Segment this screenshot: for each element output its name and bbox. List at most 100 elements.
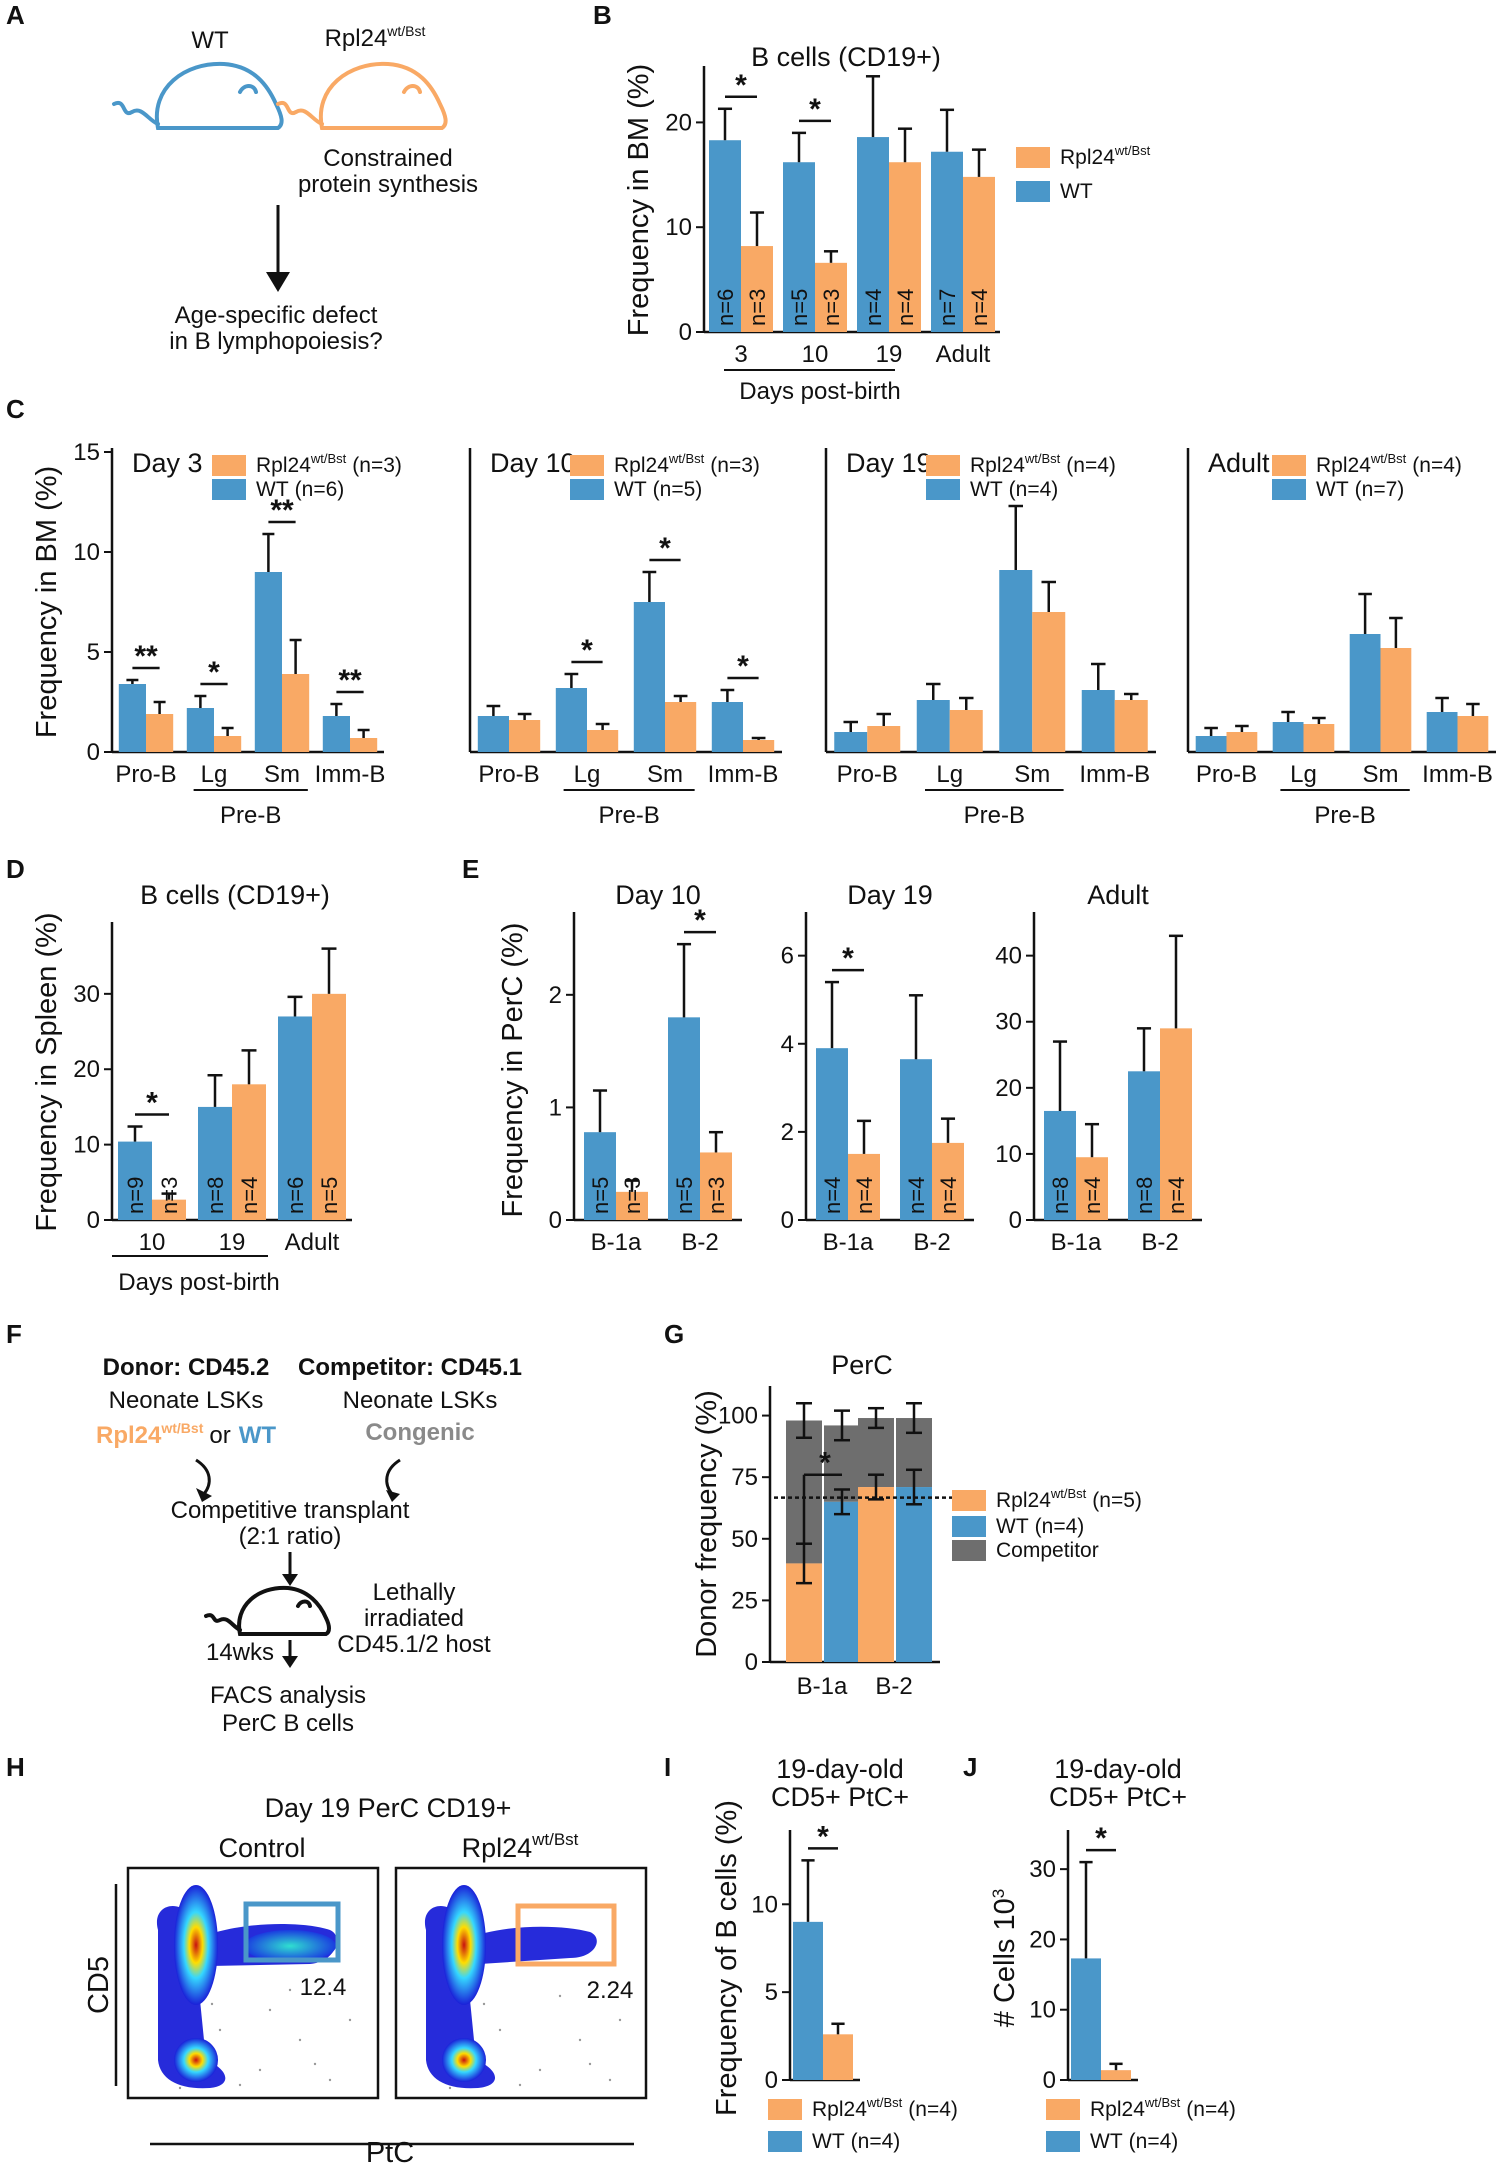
n-label: n=4 [820,1177,845,1214]
chart-title: Day 19 [846,448,932,478]
significance-star: * [146,1087,158,1120]
bar-wt [322,716,350,752]
bar-mutant [1380,648,1412,752]
y-tick-label: 4 [781,1031,794,1058]
significance-star: * [817,1820,829,1853]
panel-letter: B [593,0,612,30]
bar-wt [709,140,741,332]
panel-letter: F [6,1319,22,1349]
bar-mutant [1114,700,1148,752]
bar-wt [783,162,815,332]
y-tick-label: 10 [73,1132,100,1159]
y-axis-label: Frequency in BM (%) [31,466,63,738]
significance-star: ** [270,494,294,527]
legend-label: Rpl24wt/Bst (n=3) [614,451,760,477]
y-tick-label: 0 [1043,2067,1056,2094]
arrow-icon [386,1490,400,1502]
x-tick-label: 10 [802,341,829,368]
bar-mutant [848,1153,880,1220]
bar-wt [254,572,282,752]
legend-swatch [212,455,246,476]
x-tick-label: Pro-B [115,761,176,788]
n-label: n=3 [704,1177,729,1214]
x-tick-label: Adult [936,341,991,368]
n-label: n=9 [123,1177,148,1214]
x-tick-label: B-2 [913,1229,950,1256]
bar-mutant [1226,732,1258,752]
bar-mutant [867,726,901,752]
x-axis-label: Days post-birth [739,378,900,405]
panel-letter: H [6,1752,25,1782]
arrow-down-icon [282,1574,298,1586]
x-tick-label: 3 [734,341,747,368]
bar-wt [584,1132,616,1220]
legend-label: WT (n=5) [614,478,702,501]
y-tick-label: 0 [87,739,100,766]
chart-E-adult: 0 10 20 30 40 n=8 n=4 B-1a n=8 n=4 B-2 Adult [995,880,1202,1256]
bar-mutant [1303,724,1335,752]
bar-wt [118,684,146,752]
mutant-flow-plot: 2.24 [394,1866,648,2100]
chart-title: Day 10 [615,880,701,910]
legend-label: Rpl24wt/Bst (n=4) [970,451,1116,477]
mutant-note: Constrained [323,145,452,172]
control-flow-plot: 12.4 [126,1866,380,2100]
bar-mutant [152,1199,186,1220]
significance-star: * [208,656,220,689]
significance-star: * [735,69,747,102]
legend-swatch [952,1490,986,1511]
n-label: n=4 [861,289,886,326]
flow-xlabel: PtC [366,2137,414,2164]
bar-mutant [743,740,775,752]
significance-star: * [581,634,593,667]
panel-letter: E [462,854,479,884]
legend-swatch [1046,2131,1080,2152]
y-tick-label: 0 [765,2067,778,2094]
y-tick-label: 0 [87,1207,100,1234]
donor-title: Donor: CD45.2 [103,1354,270,1381]
y-tick-label: 25 [731,1587,758,1614]
mutant-note: protein synthesis [298,171,478,198]
x-tick-label: B-2 [681,1229,718,1256]
bar-mutant [665,702,697,752]
x-tick-label: Pro-B [837,761,898,788]
legend-swatch [952,1516,986,1537]
n-label: n=3 [620,1177,645,1214]
arrow-icon [196,1488,212,1502]
y-tick-label: 10 [73,539,100,566]
chart-C-adult: Pro-B Lg Sm Imm-B Adult Rpl24wt/Bst (n=4)WT (n=… [1186,448,1496,829]
host-text: Lethally [373,1579,456,1606]
bar-mutant [616,1191,648,1220]
bar-mutant [282,674,310,752]
bar-wt [931,151,963,332]
y-tick-label: 2 [781,1119,794,1146]
chart-title: B cells (CD19+) [751,42,941,72]
legend-swatch [1272,479,1306,500]
competitor-title: Competitor: CD45.1 [298,1354,522,1381]
x-tick-label: B-1a [797,1673,848,1700]
significance-star: * [659,532,671,565]
n-label: n=7 [935,289,960,326]
arrow-down-icon [266,272,290,292]
bar-wt [900,1059,932,1220]
chart-C-day19: Pro-B Lg Sm Imm-B Day 19 Rpl24wt/Bst (n=4)WT (n… [824,448,1156,829]
legend-label: Rpl24wt/Bst (n=4) [1090,2095,1236,2121]
n-label: n=8 [1132,1177,1157,1214]
legend-swatch [768,2131,802,2152]
panel-letter: G [664,1319,684,1349]
mutant-label: Rpl24wt/Bst [462,1830,579,1863]
n-label: n=4 [1164,1177,1189,1214]
legend-swatch [926,479,960,500]
control-gate-value: 12.4 [300,1974,347,2001]
x-tick-label: Sm [647,761,683,788]
n-label: n=5 [317,1177,342,1214]
y-tick-label: 0 [781,1207,794,1234]
transplant-step: (2:1 ratio) [239,1523,342,1550]
y-tick-label: 10 [1029,1997,1056,2024]
x-tick-label: Sm [1014,761,1050,788]
y-tick-label: 100 [718,1403,758,1430]
x-tick-label: B-1a [1051,1229,1102,1256]
chart-title: PerC [831,1350,893,1380]
